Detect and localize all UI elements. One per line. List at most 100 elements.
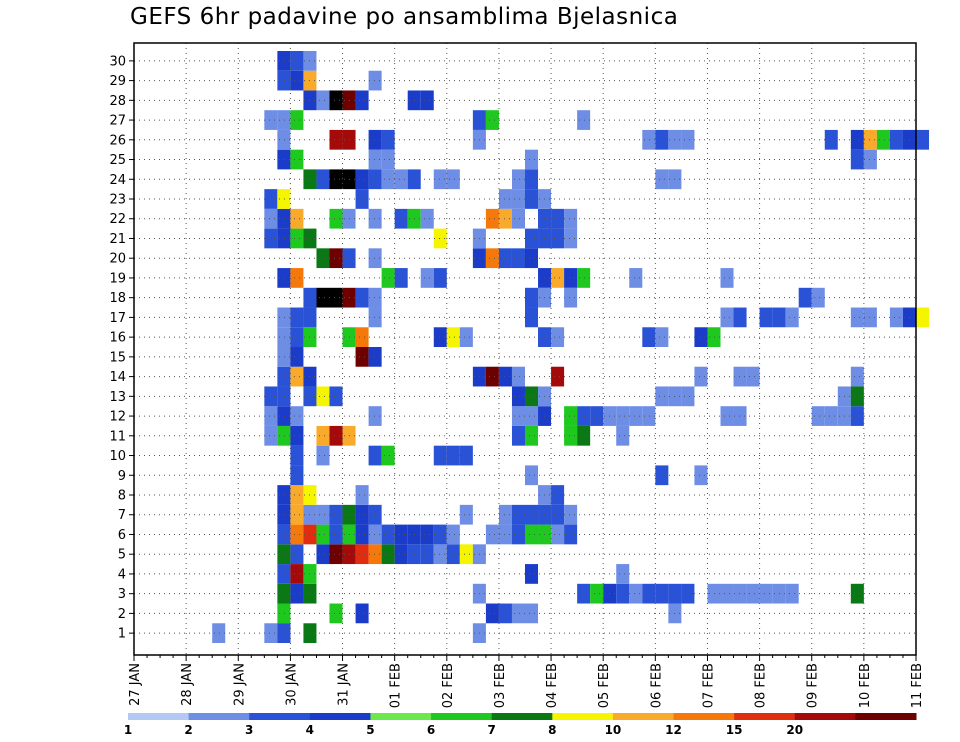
heatmap-cell: [290, 149, 304, 170]
heatmap-cell: [525, 504, 539, 525]
colorbar-label: 1: [124, 723, 132, 737]
heatmap-cell: [577, 268, 591, 288]
heatmap-cell: [511, 366, 525, 387]
heatmap-cell: [368, 169, 382, 190]
y-tick-label: 4: [118, 567, 126, 582]
colorbar-label: 5: [366, 723, 374, 737]
heatmap-cell: [694, 327, 708, 347]
heatmap-cell: [290, 110, 304, 130]
heatmap-cell: [277, 208, 291, 229]
heatmap-cell: [394, 208, 408, 229]
heatmap-cell: [381, 169, 395, 190]
heatmap-cell: [916, 129, 930, 150]
heatmap-cell: [642, 327, 656, 347]
heatmap-cell: [525, 406, 539, 426]
heatmap-cell: [863, 307, 877, 328]
heatmap-cell: [381, 149, 395, 170]
heatmap-cell: [290, 51, 304, 71]
heatmap-cell: [355, 347, 369, 367]
heatmap-cell: [655, 465, 669, 486]
heatmap-cell: [655, 583, 669, 604]
colorbar: 1 2 3 4 5 6 7 8 10 12 15 20: [124, 713, 917, 737]
heatmap-cell: [551, 524, 565, 545]
heatmap-cell: [433, 228, 447, 249]
heatmap-cell: [368, 445, 382, 466]
heatmap-cell: [290, 366, 304, 387]
heatmap-cell: [316, 425, 330, 446]
x-tick-label: 02 FEB: [441, 663, 456, 708]
heatmap-cell: [316, 524, 330, 545]
heatmap-cell: [551, 485, 565, 505]
heatmap-cell: [525, 307, 539, 328]
heatmap-cell: [264, 425, 278, 446]
heatmap-cell: [316, 504, 330, 525]
heatmap-cell: [655, 327, 669, 347]
heatmap-cell: [498, 366, 512, 387]
y-tick-label: 17: [109, 311, 126, 326]
colorbar-label: 2: [184, 723, 192, 737]
heatmap-cell: [355, 327, 369, 347]
heatmap-cell: [329, 248, 343, 269]
heatmap-cell: [420, 544, 434, 565]
heatmap-cell: [525, 465, 539, 486]
heatmap-cell: [329, 504, 343, 525]
x-tick-label: 05 FEB: [597, 663, 612, 708]
heatmap-cell: [277, 347, 291, 367]
heatmap-cell: [551, 504, 565, 525]
y-tick-label: 15: [109, 350, 126, 365]
y-tick-label: 22: [109, 212, 126, 227]
heatmap-cell: [290, 347, 304, 367]
colorbar-swatch: [552, 713, 614, 720]
heatmap-cell: [264, 110, 278, 130]
y-tick-label: 20: [109, 252, 126, 267]
heatmap-cell: [551, 366, 565, 387]
heatmap-cell: [277, 307, 291, 328]
heatmap-cell: [433, 268, 447, 288]
heatmap-cell: [394, 169, 408, 190]
heatmap-cell: [277, 386, 291, 407]
heatmap-cell: [511, 208, 525, 229]
colorbar-swatch: [734, 713, 796, 720]
y-tick-label: 19: [109, 271, 126, 286]
heatmap-cell: [525, 603, 539, 624]
x-tick-label: 29 JAN: [232, 663, 247, 706]
heatmap-cell: [577, 425, 591, 446]
heatmap-cell: [264, 208, 278, 229]
heatmap-cell: [798, 287, 812, 308]
heatmap-cell: [564, 406, 578, 426]
colorbar-label: 20: [786, 723, 803, 737]
heatmap-cell: [355, 603, 369, 624]
heatmap-cell: [577, 406, 591, 426]
x-tick-label: 10 FEB: [858, 663, 873, 708]
colorbar-swatch: [855, 713, 917, 720]
heatmap-cell: [785, 307, 799, 328]
colorbar-swatch: [673, 713, 735, 720]
heatmap-cell: [850, 366, 864, 387]
heatmap-cell: [485, 110, 499, 130]
heatmap-cell: [564, 425, 578, 446]
heatmap-cell: [316, 287, 330, 308]
heatmap-cell: [759, 307, 773, 328]
heatmap-cell: [746, 583, 760, 604]
heatmap-cell: [355, 504, 369, 525]
colorbar-swatch: [794, 713, 856, 720]
heatmap-cell: [368, 347, 382, 367]
heatmap-cell: [277, 327, 291, 347]
heatmap-cell: [850, 149, 864, 170]
heatmap-cell: [720, 406, 734, 426]
colorbar-swatch: [370, 713, 432, 720]
heatmap-cell: [616, 425, 630, 446]
heatmap-cell: [485, 248, 499, 269]
heatmap-cell: [485, 603, 499, 624]
heatmap-cell: [277, 623, 291, 643]
y-tick-label: 29: [109, 74, 126, 89]
heatmap-cell: [368, 307, 382, 328]
y-tick-label: 30: [109, 54, 126, 69]
heatmap-cell: [733, 406, 747, 426]
heatmap-cell: [525, 228, 539, 249]
heatmap-cell: [316, 169, 330, 190]
heatmap-cell: [316, 248, 330, 269]
heatmap-cell: [394, 544, 408, 565]
heatmap-cell: [785, 583, 799, 604]
heatmap-cell: [316, 386, 330, 407]
